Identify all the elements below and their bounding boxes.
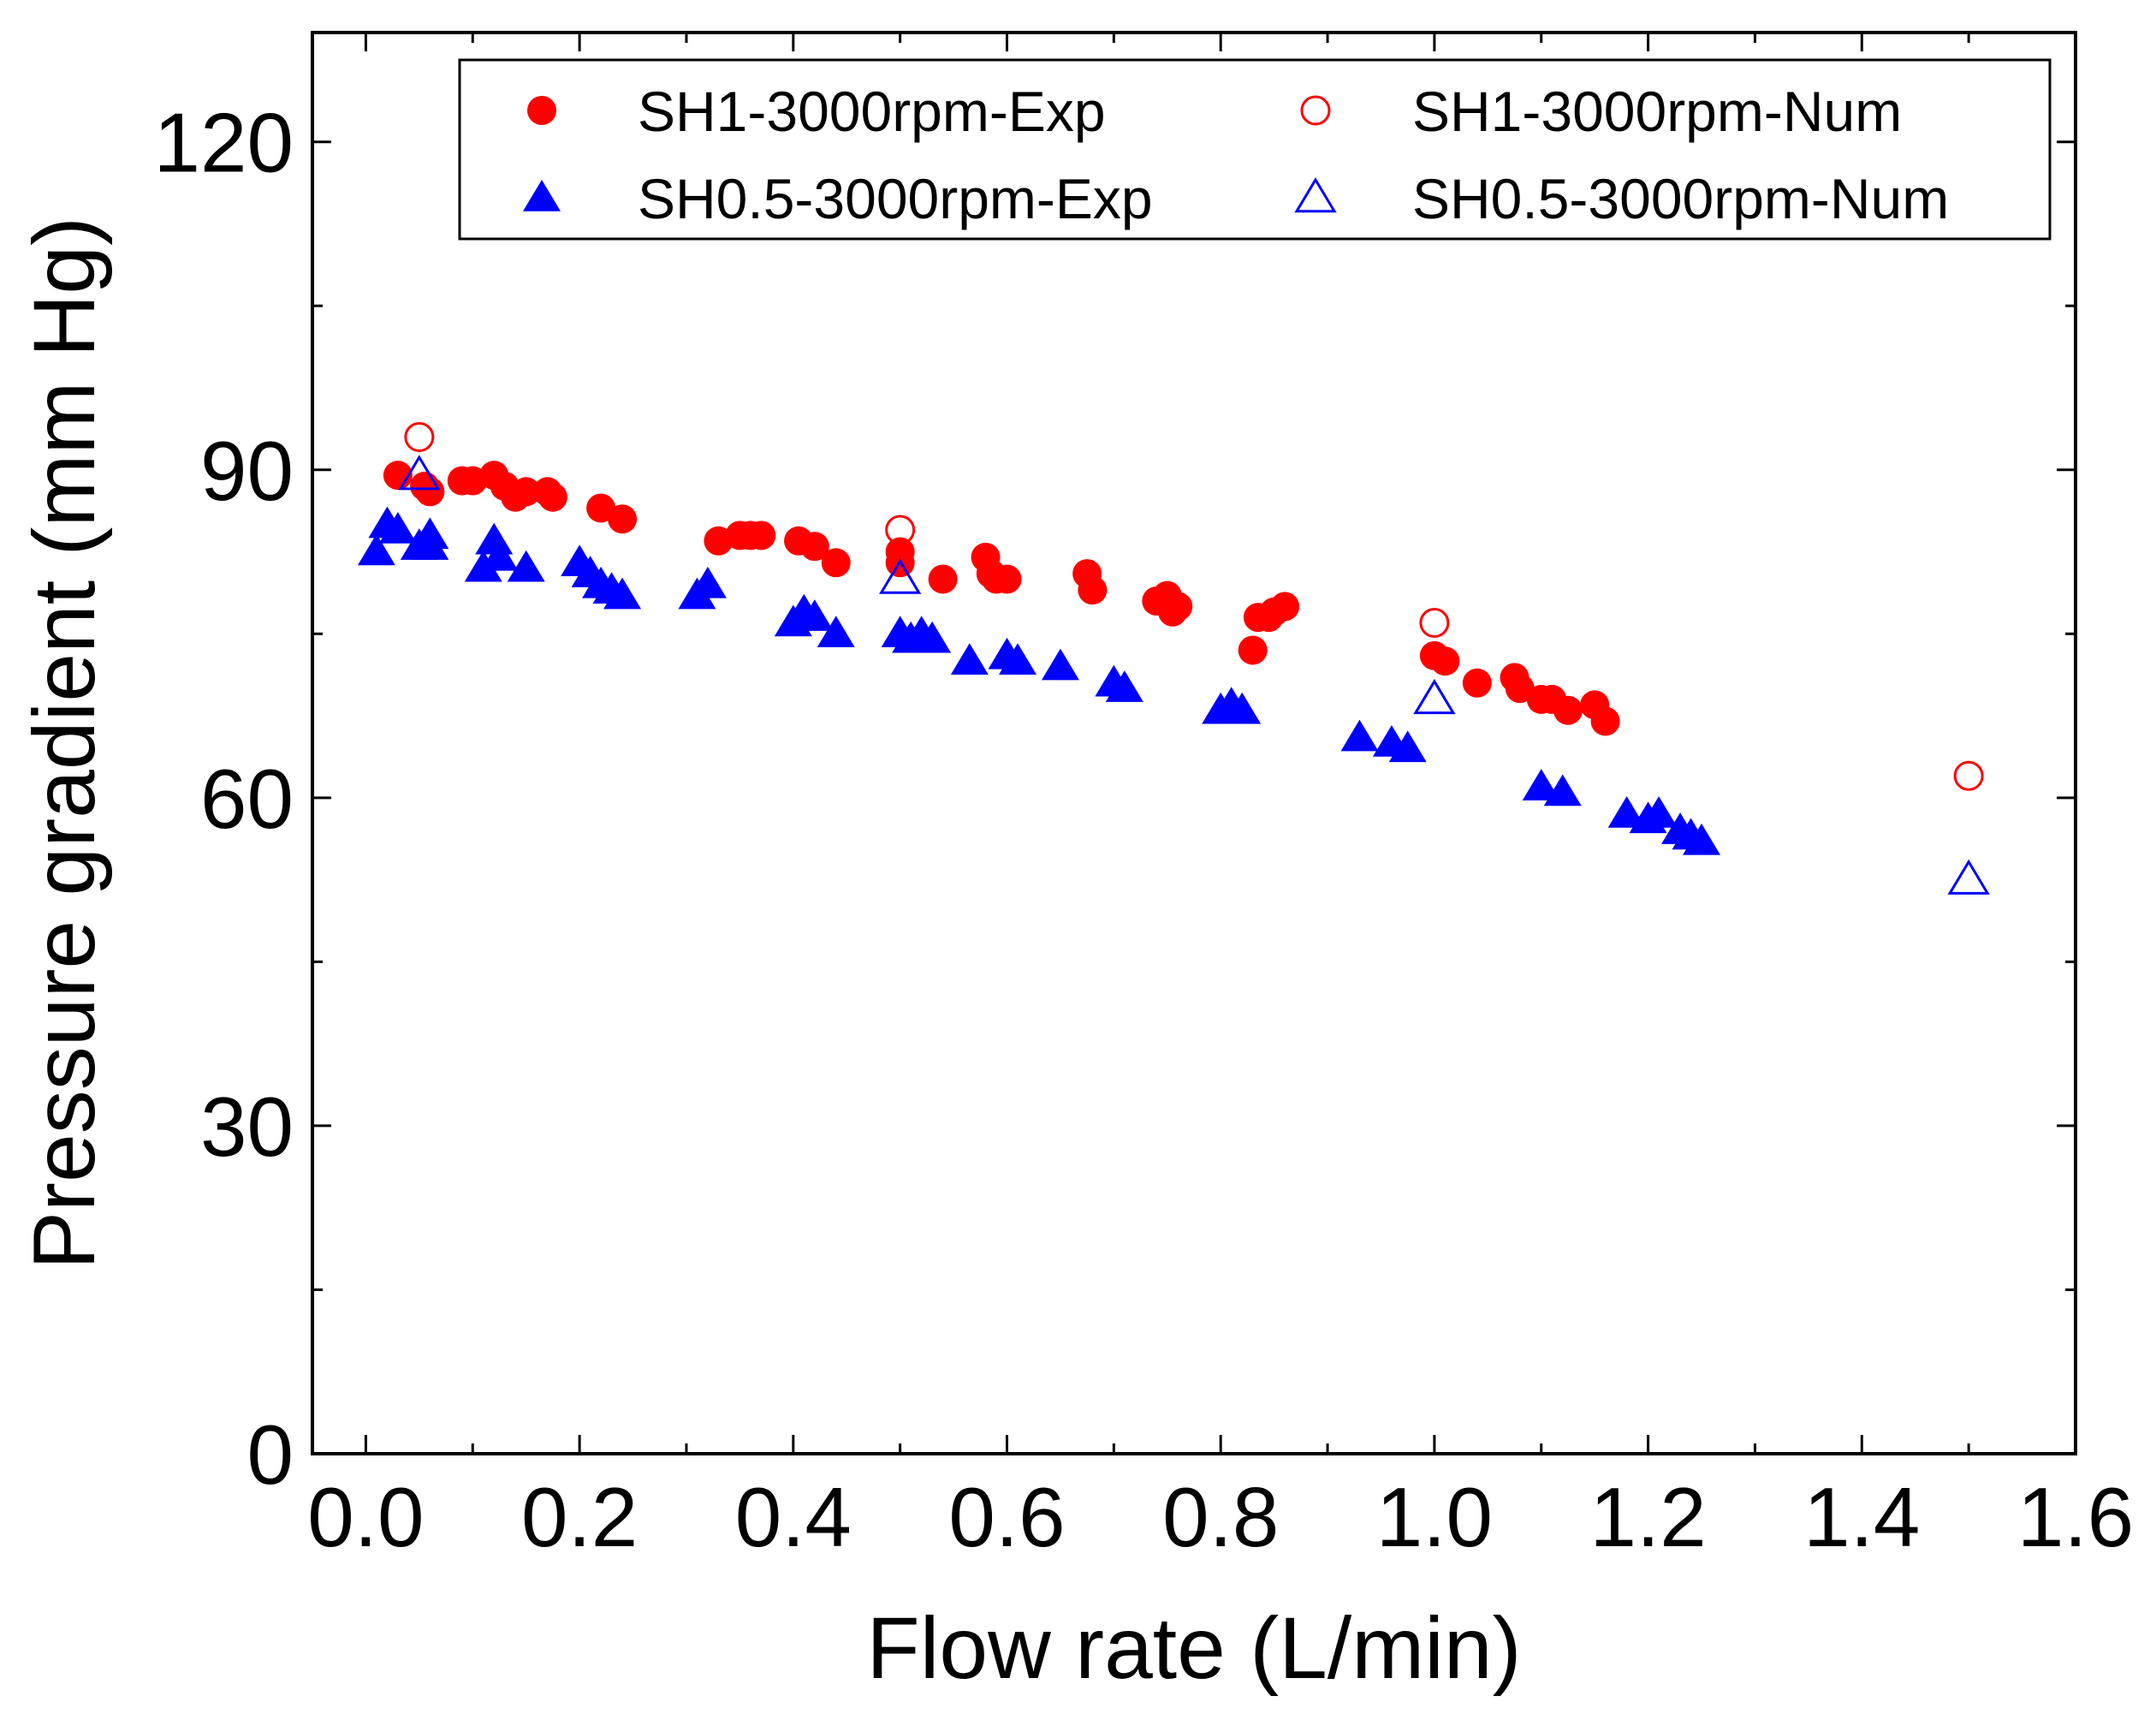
data-point	[795, 599, 834, 631]
y-tick-label: 30	[200, 1080, 294, 1174]
data-point	[378, 512, 417, 544]
data-point	[1947, 859, 1990, 895]
data-point	[1163, 592, 1193, 622]
data-point	[1105, 670, 1143, 702]
data-point	[1419, 608, 1450, 639]
data-point	[1953, 760, 1984, 791]
data-point	[538, 482, 567, 512]
data-point	[885, 515, 916, 545]
data-point	[507, 550, 545, 582]
data-point	[817, 616, 855, 648]
data-point	[411, 528, 449, 560]
data-point	[1543, 774, 1582, 806]
x-tick-label: 0.6	[948, 1470, 1065, 1564]
data-point	[879, 558, 922, 594]
data-point	[799, 532, 829, 562]
series-SH0.5-3000rpm-Exp	[357, 506, 1721, 855]
y-tick-label: 0	[246, 1408, 294, 1502]
data-point	[1462, 668, 1492, 698]
data-point	[746, 521, 776, 551]
legend-marker	[1294, 177, 1337, 213]
data-point	[1590, 706, 1620, 736]
legend-label: SH1-3000rpm-Exp	[638, 80, 1106, 143]
data-point	[415, 477, 445, 507]
x-tick-label: 1.2	[1589, 1470, 1706, 1564]
data-point	[511, 477, 541, 507]
legend-marker	[527, 96, 556, 125]
y-tick-label: 90	[200, 424, 294, 518]
legend-label: SH0.5-3000rpm-Num	[1412, 167, 1949, 230]
data-point	[464, 550, 502, 582]
legend-marker	[1300, 95, 1331, 126]
legend: SH1-3000rpm-Exp SH1-3000rpm-Num SH0.5-3000…	[458, 58, 2052, 241]
data-point	[1505, 674, 1535, 704]
data-point	[821, 548, 851, 578]
data-point	[1553, 695, 1583, 725]
data-point	[1607, 796, 1646, 828]
data-point	[1041, 648, 1079, 681]
data-point	[1413, 679, 1456, 715]
data-point	[1683, 823, 1721, 855]
x-axis: 0.0 0.2 0.4 0.6 0.8 1.0 1.2 1.4 1.6	[307, 33, 2134, 1564]
y-axis-title: Pressure gradient (mm Hg)	[15, 217, 113, 1270]
data-point	[1270, 592, 1300, 622]
data-point	[1640, 796, 1678, 828]
data-point	[1388, 730, 1427, 763]
data-point	[1238, 635, 1268, 665]
x-tick-label: 1.6	[2017, 1470, 2134, 1564]
y-tick-label: 60	[200, 752, 294, 846]
data-point	[928, 564, 958, 594]
x-tick-label: 0.0	[307, 1470, 424, 1564]
x-tick-label: 1.0	[1376, 1470, 1493, 1564]
data-point	[688, 566, 727, 598]
x-axis-title: Flow rate (L/min)	[866, 1599, 1521, 1697]
data-point	[950, 643, 989, 675]
data-point	[1430, 646, 1460, 676]
x-tick-label: 0.4	[735, 1470, 852, 1564]
series-SH1-3000rpm-Exp	[383, 461, 1620, 736]
data-point	[999, 643, 1036, 675]
data-point	[357, 533, 395, 566]
x-tick-label: 1.4	[1803, 1470, 1920, 1564]
data-point	[1078, 575, 1108, 605]
data-point	[992, 564, 1022, 594]
data-point	[1223, 692, 1262, 724]
data-point	[608, 504, 638, 534]
data-point	[480, 539, 519, 571]
x-tick-label: 0.2	[521, 1470, 638, 1564]
series-SH0.5-3000rpm-Num	[398, 455, 1990, 895]
data-point	[586, 493, 616, 523]
legend-label: SH1-3000rpm-Num	[1412, 80, 1902, 143]
legend-box	[458, 58, 2052, 241]
data-point	[1522, 769, 1560, 800]
plot-frame	[311, 31, 2077, 1455]
data-series	[357, 421, 1990, 895]
data-point	[603, 577, 642, 610]
series-SH1-3000rpm-Num	[404, 421, 1984, 791]
legend-marker	[523, 180, 561, 211]
data-point	[1340, 719, 1379, 752]
y-tick-label: 120	[153, 96, 294, 190]
data-point	[398, 455, 441, 491]
x-tick-label: 0.8	[1162, 1470, 1279, 1564]
data-point	[913, 621, 952, 653]
legend-label: SH0.5-3000rpm-Exp	[638, 167, 1153, 230]
data-point	[404, 421, 435, 452]
y-axis: 0 30 60 90 120	[153, 96, 2076, 1502]
